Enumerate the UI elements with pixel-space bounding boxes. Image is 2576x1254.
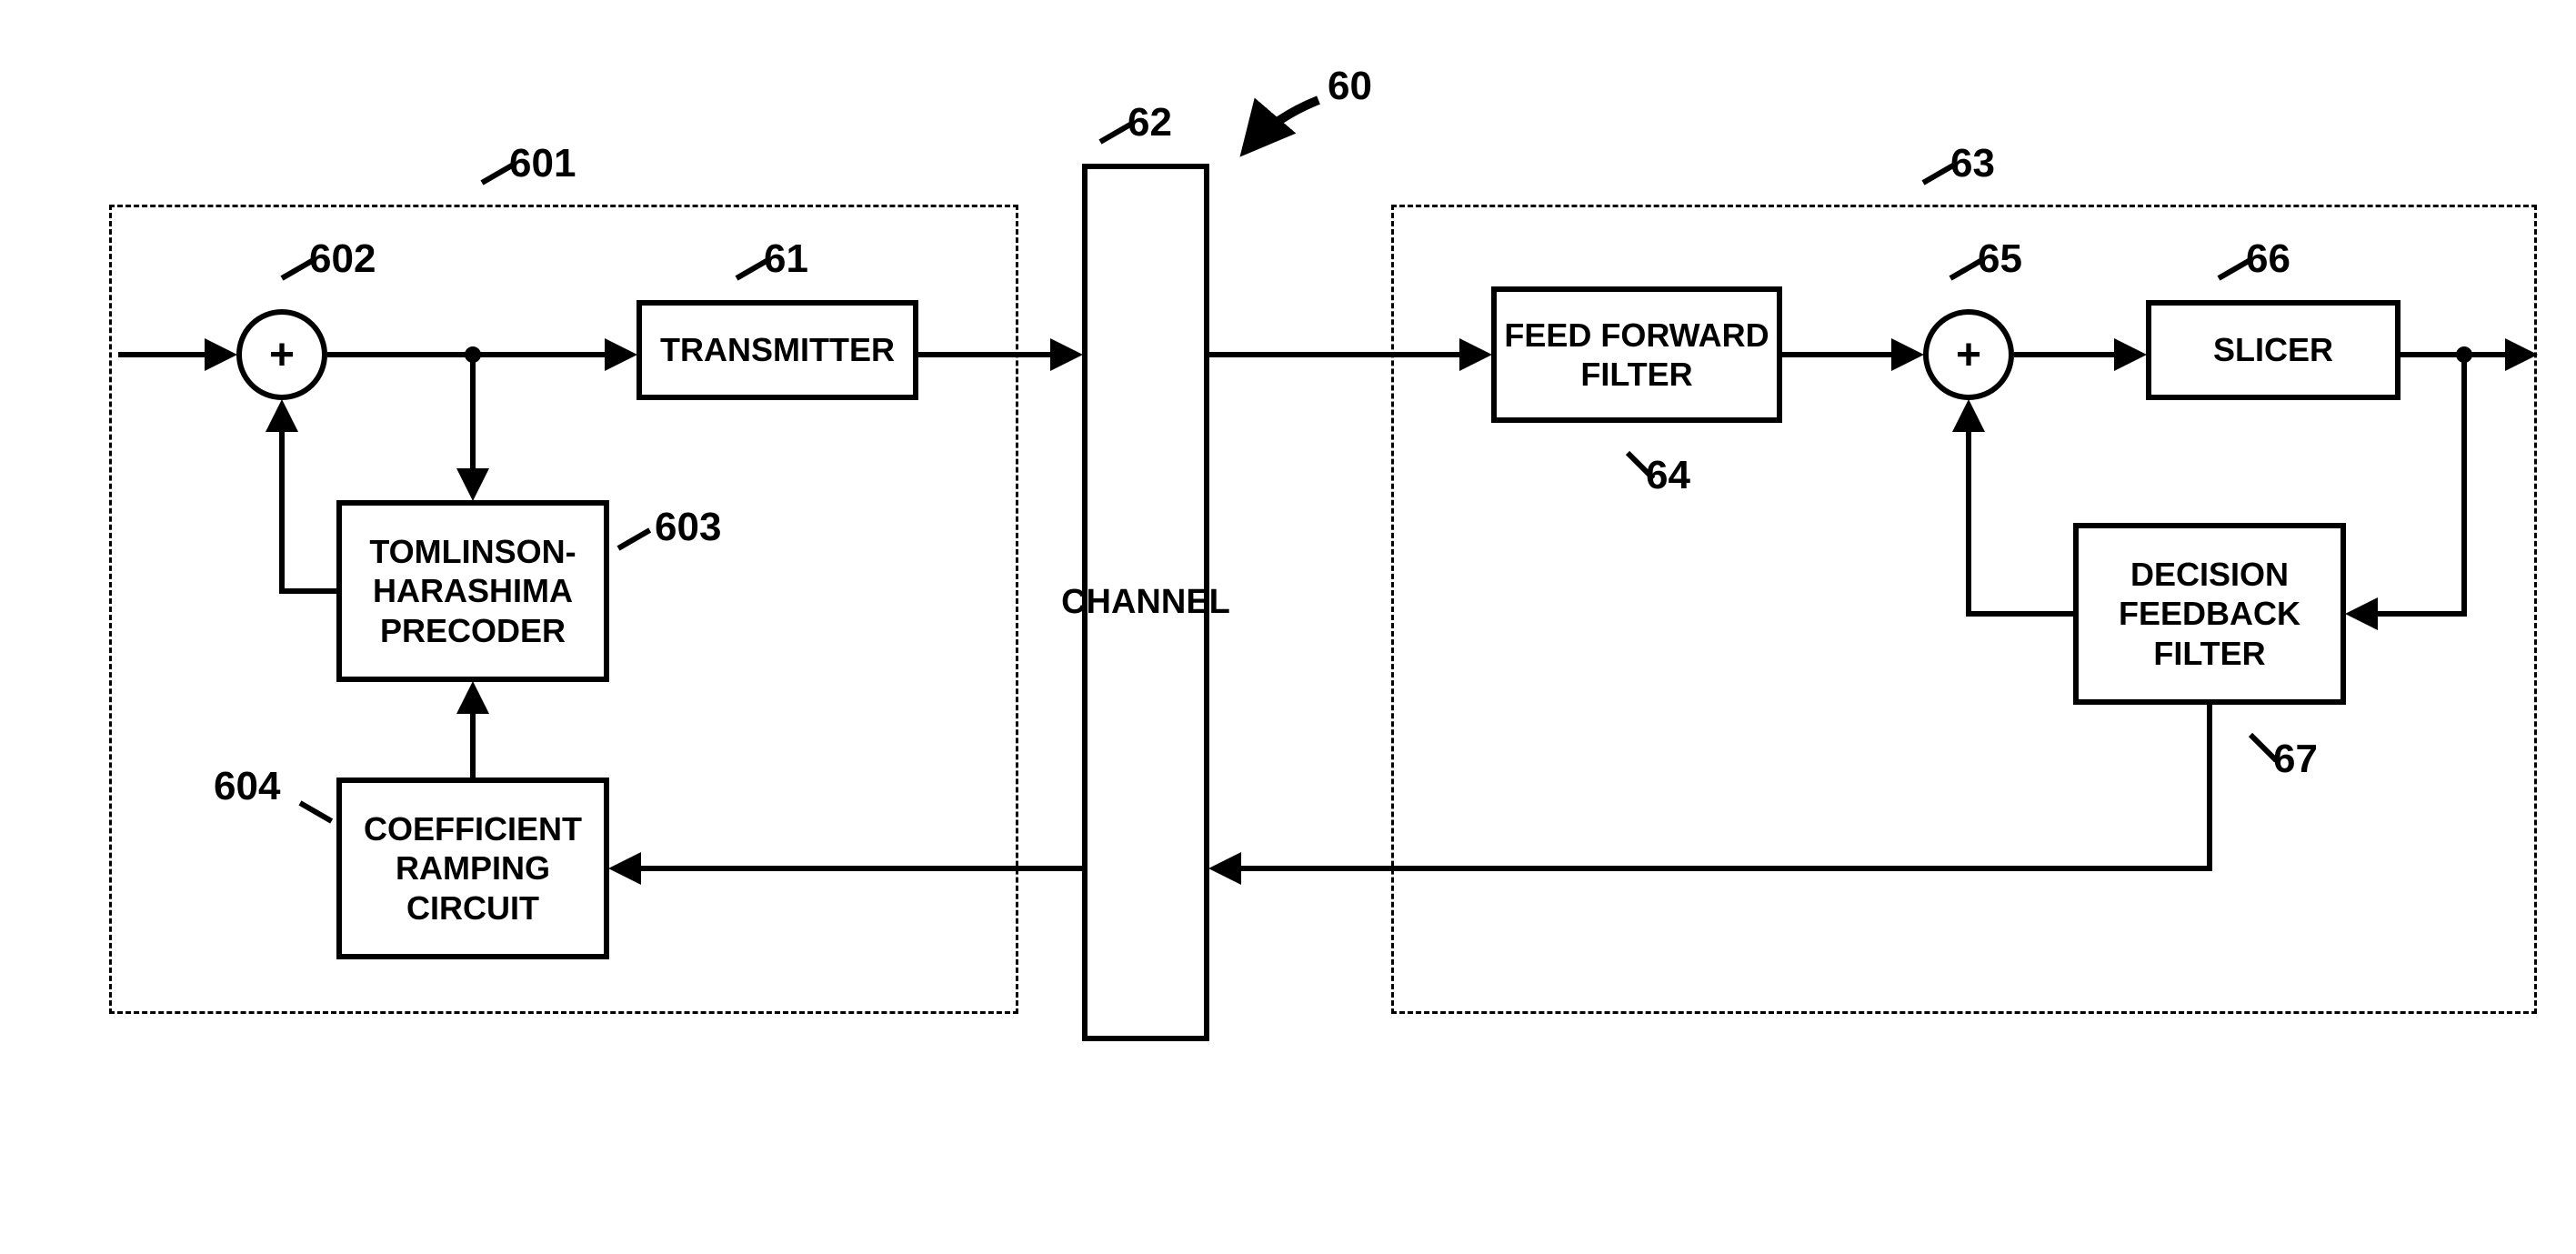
slicer-label: SLICER <box>2213 330 2333 369</box>
summer-rx-ref-label: 65 <box>1978 236 2022 282</box>
ramping-block: COEFFICIENT RAMPING CIRCUIT <box>336 777 609 959</box>
precoder-label: TOMLINSON-HARASHIMA PRECODER <box>342 532 604 650</box>
precoder-ref-label: 603 <box>655 505 721 550</box>
channel-block: CHANNEL <box>1082 164 1209 1041</box>
precoder-block: TOMLINSON-HARASHIMA PRECODER <box>336 500 609 682</box>
summer-rx: + <box>1923 309 2014 400</box>
channel-ref-label: 62 <box>1128 100 1172 145</box>
ramping-ref-label: 604 <box>214 764 280 809</box>
dfe-ref-label: 67 <box>2273 737 2318 782</box>
summer-rx-symbol: + <box>1956 330 1981 380</box>
transmitter-label: TRANSMITTER <box>660 330 895 369</box>
block-diagram: 601 63 CHANNEL 62 + 602 TRANSMITTER 61 T… <box>0 0 2576 1254</box>
dfe-block: DECISION FEEDBACK FILTER <box>2073 523 2346 705</box>
transmitter-ref-label: 61 <box>764 236 808 282</box>
summer-tx-ref-label: 602 <box>309 236 376 282</box>
ramping-label: COEFFICIENT RAMPING CIRCUIT <box>342 809 604 928</box>
summer-tx: + <box>236 309 327 400</box>
transmitter-container-label: 601 <box>509 141 576 186</box>
receiver-container-label: 63 <box>1950 141 1995 186</box>
main-ref-label: 60 <box>1328 64 1372 109</box>
transmitter-block: TRANSMITTER <box>636 300 918 400</box>
slicer-ref-label: 66 <box>2246 236 2290 282</box>
ff-filter-label: FEED FORWARD FILTER <box>1497 316 1777 394</box>
dfe-label: DECISION FEEDBACK FILTER <box>2079 555 2340 673</box>
summer-tx-symbol: + <box>269 330 295 380</box>
channel-label: CHANNEL <box>1061 582 1230 624</box>
slicer-block: SLICER <box>2146 300 2401 400</box>
ff-filter-block: FEED FORWARD FILTER <box>1491 286 1782 423</box>
